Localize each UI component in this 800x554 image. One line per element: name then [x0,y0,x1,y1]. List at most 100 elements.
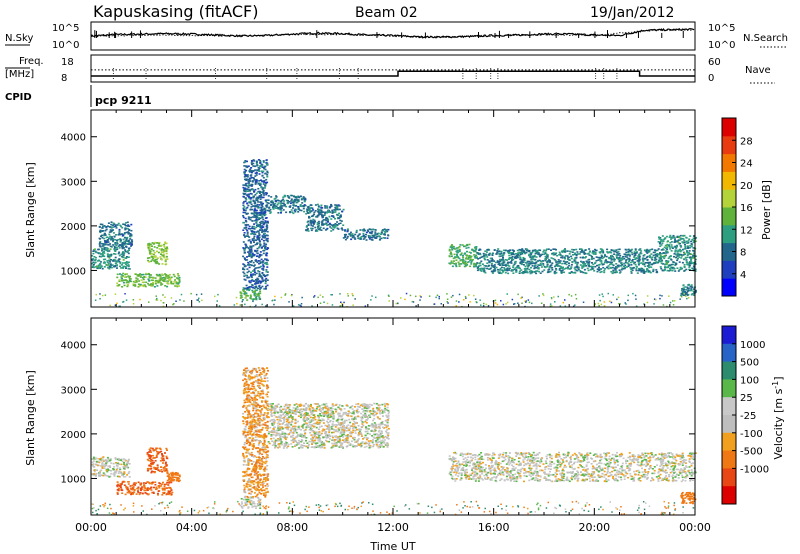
echo-region [242,159,270,290]
echo-cell [166,493,169,495]
echo-cell [485,265,487,267]
echo-cell [293,209,296,212]
echo-cell [496,268,499,271]
echo-cell [118,458,121,460]
echo-cell [617,258,620,261]
echo-cell [479,262,482,264]
echo-cell [149,457,151,459]
echo-cell [91,458,94,460]
echo-cell [516,256,519,259]
echo-cell [244,169,247,172]
echo-cell [252,434,255,436]
echo-cell [260,202,263,205]
echo-cell [244,200,247,203]
echo-region [116,480,174,496]
echo-cell [153,251,156,254]
echo-cell [247,276,250,279]
echo-cell [605,258,607,261]
echo-cell [560,270,563,272]
echo-cell [254,208,257,211]
echo-cell [383,233,386,235]
echo-cell [178,281,181,283]
echo-cell [259,255,262,257]
echo-cell [534,262,537,264]
echo-cell [533,266,536,268]
echo-cell [101,463,104,465]
echo-cell [244,184,247,186]
echo-cell [324,219,327,221]
echo-cell [142,284,145,287]
echo-cell [604,255,606,257]
echo-cell [681,255,683,257]
echo-cell [114,256,117,259]
echo-cell [588,254,591,256]
echo-cell [510,262,513,264]
echo-cell [640,250,643,252]
echo-cell [581,267,584,269]
echo-cell [155,258,158,261]
speckle-cell [405,292,408,295]
speckle-cell [672,300,674,302]
echo-cell [253,254,256,257]
echo-cell [370,228,373,231]
echo-cell [652,254,655,257]
echo-cell [325,217,328,220]
echo-cell [116,241,119,244]
echo-cell [483,270,486,272]
echo-cell [259,206,262,209]
echo-cell [122,279,125,282]
echo-cell [676,236,679,238]
echo-cell [498,255,501,258]
echo-cell [525,270,528,273]
echo-cell [138,274,141,276]
echo-cell [317,227,320,230]
echo-cell [303,204,306,206]
echo-cell [115,462,117,464]
echo-cell [113,248,116,250]
echo-cell [116,264,118,266]
echo-cell [611,266,614,269]
echo-cell [335,224,338,227]
echo-cell [161,494,164,496]
echo-cell [455,247,458,249]
echo-cell [265,269,268,271]
echo-cell [118,232,121,235]
echo-cell [590,258,593,260]
echo-cell [126,227,129,230]
echo-cell [244,211,247,214]
echo-cell [249,208,252,211]
echo-cell [593,262,596,265]
echo-cell [502,269,505,272]
echo-cell [110,472,113,475]
echo-cell [608,256,611,259]
echo-cell [256,164,259,167]
echo-cell [259,160,262,163]
echo-cell [101,247,104,250]
echo-cell [579,264,582,266]
echo-cell [328,211,331,214]
speckle-cell [562,301,565,304]
echo-cell [252,165,255,167]
echo-cell [338,205,341,207]
echo-cell [252,261,255,264]
echo-cell [502,262,505,264]
echo-cell [249,201,251,204]
echo-cell [693,292,695,294]
speckle-cell [527,299,530,301]
speckle-cell [195,293,198,296]
echo-cell [359,237,362,239]
echo-cell [258,204,261,206]
echo-cell [639,269,642,272]
echo-cell [250,203,253,206]
echo-cell [148,247,151,250]
echo-cell [522,272,525,275]
speckle-cell [463,299,465,301]
echo-cell [282,196,285,198]
echo-cell [679,242,682,245]
speckle-cell [687,297,690,299]
echo-cell [324,223,327,225]
echo-cell [163,485,166,488]
echo-cell [376,232,379,235]
echo-cell [154,457,157,459]
echo-cell [264,213,267,216]
